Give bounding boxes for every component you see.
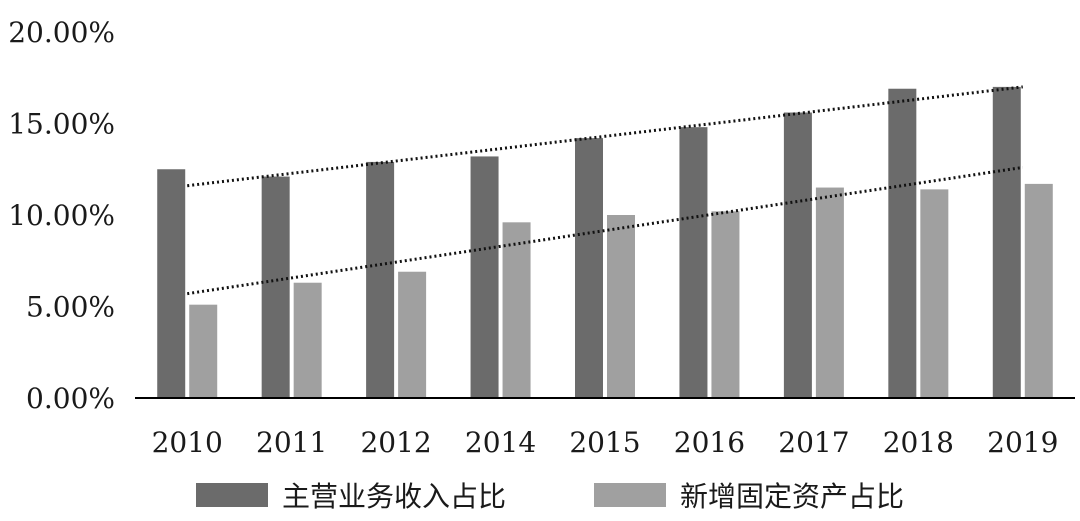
bar-revenue-share: [470, 156, 499, 398]
x-tick-label: 2014: [465, 426, 536, 459]
bar-revenue-share: [261, 176, 290, 398]
legend-label-fixed-asset-share: 新增固定资产占比: [680, 480, 904, 513]
bar-fixed-asset-share: [1024, 183, 1053, 398]
bar-fixed-asset-share: [607, 215, 635, 398]
x-tick-label: 2019: [987, 426, 1058, 459]
x-tick-label: 2010: [152, 426, 223, 459]
legend-label-revenue-share: 主营业务收入占比: [282, 480, 506, 513]
y-tick-label: 5.00%: [26, 291, 115, 324]
legend: 主营业务收入占比 新增固定资产占比: [196, 480, 904, 513]
x-axis: 2010 2011 2012 2014 2015 2016 2017 2018 2019: [152, 426, 1059, 459]
trendline-revenue-share: [187, 85, 1023, 188]
bar-revenue-share: [783, 112, 812, 399]
bar-fixed-asset-share: [293, 282, 322, 398]
y-tick-label: 15.00%: [8, 108, 115, 141]
x-tick-label: 2018: [883, 426, 954, 459]
legend-swatch-fixed-asset-share: [594, 483, 666, 507]
y-tick-label: 10.00%: [8, 199, 115, 232]
bar-fixed-asset-share: [815, 187, 844, 398]
bar-revenue-share: [992, 86, 1021, 399]
bar-fixed-asset-share: [502, 222, 531, 398]
bar-fixed-asset-share: [189, 304, 218, 398]
bar-revenue-share: [366, 161, 395, 398]
bar-fixed-asset-share: [398, 271, 427, 398]
bar-revenue-share: [157, 169, 186, 398]
legend-swatch-revenue-share: [196, 483, 268, 507]
x-tick-label: 2017: [778, 426, 849, 459]
bar-revenue-share: [679, 127, 708, 398]
bar-revenue-share: [888, 88, 917, 398]
trendlines: [186, 85, 1024, 296]
x-tick-label: 2016: [674, 426, 745, 459]
y-tick-label: 20.00%: [8, 16, 115, 49]
x-tick-label: 2012: [360, 426, 431, 459]
y-axis: 0.00% 5.00% 10.00% 15.00% 20.00%: [8, 16, 115, 415]
bar-fixed-asset-share: [920, 189, 949, 398]
y-tick-label: 0.00%: [26, 382, 115, 415]
bars: [157, 86, 1053, 399]
trendline-fixed-asset-share: [186, 165, 1024, 296]
bar-fixed-asset-share: [711, 211, 740, 398]
x-tick-label: 2011: [256, 426, 327, 459]
x-tick-label: 2015: [569, 426, 640, 459]
bar-revenue-share: [575, 138, 603, 398]
